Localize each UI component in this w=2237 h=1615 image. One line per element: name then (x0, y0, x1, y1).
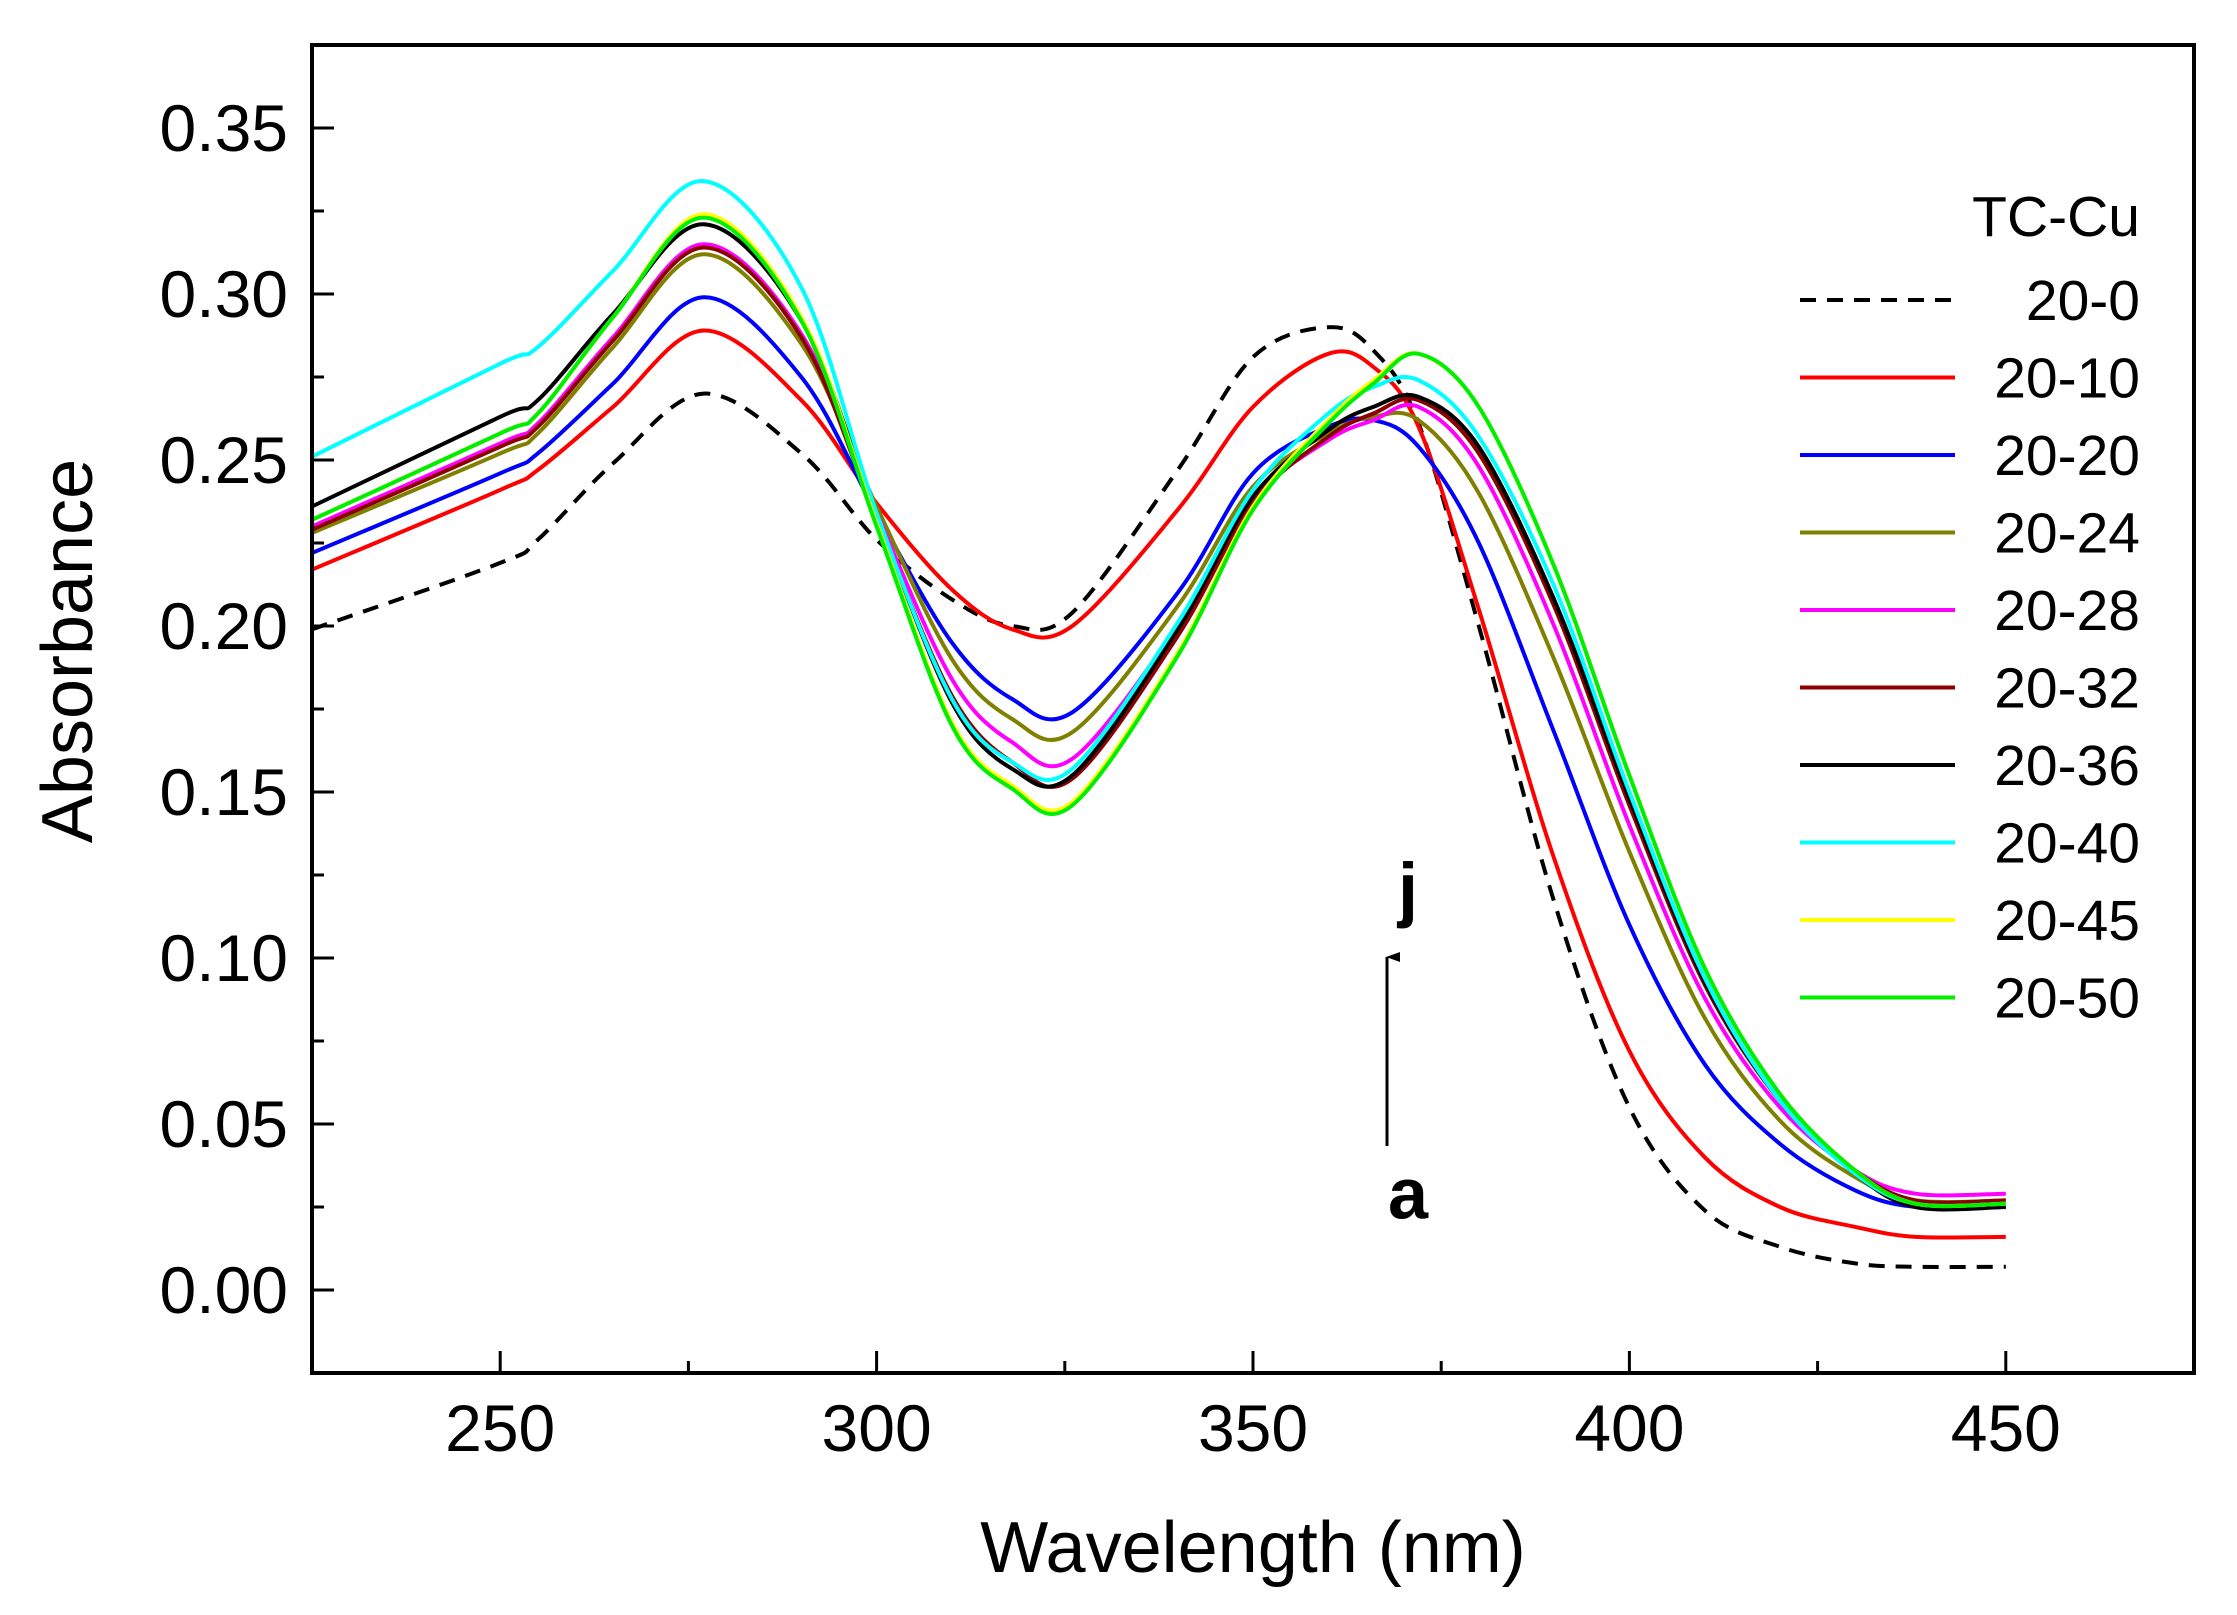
legend-label-20-20: 20-20 (1994, 424, 2140, 488)
y-tick-label: 0.15 (160, 755, 288, 829)
legend-label-20-36: 20-36 (1994, 734, 2140, 798)
series-line-20-24 (311, 252, 2006, 1205)
series-line-20-10 (311, 328, 2006, 1240)
legend: TC-Cu 20-0 20-10 20-20 20-24 20-28 20-32 20-36… (1800, 185, 2140, 1031)
x-tick-label: 350 (1198, 1391, 1308, 1465)
x-tick-label: 250 (445, 1391, 555, 1465)
x-axis-title: Wavelength (nm) (980, 1508, 1526, 1588)
legend-label-20-45: 20-45 (1994, 889, 2140, 953)
series-line-20-20 (311, 295, 2006, 1211)
y-axis-title: Absorbance (28, 459, 108, 843)
legend-label-20-0: 20-0 (2026, 269, 2140, 333)
annotation-layer: ja (1385, 849, 1429, 1235)
legend-label-20-10: 20-10 (1994, 347, 2140, 411)
x-tick-label: 400 (1574, 1391, 1684, 1465)
y-tick-label: 0.35 (160, 91, 288, 165)
x-tick-label: 450 (1951, 1391, 2061, 1465)
y-tick-label: 0.30 (160, 257, 288, 331)
legend-label-20-50: 20-50 (1994, 967, 2140, 1031)
y-tick-label: 0.00 (160, 1253, 288, 1327)
y-tick-label: 0.20 (160, 589, 288, 663)
series-line-20-40 (311, 179, 2006, 1208)
legend-label-20-24: 20-24 (1994, 502, 2140, 566)
y-tick-label: 0.05 (160, 1087, 288, 1161)
series-line-20-50 (311, 215, 2006, 1209)
legend-label-20-28: 20-28 (1994, 579, 2140, 643)
annotation-a: a (1388, 1155, 1429, 1235)
series-layer (311, 179, 2006, 1270)
annotation-j: j (1396, 849, 1418, 929)
ticks-layer: 250 300 350 400 450 0.00 0.05 0.10 0.15 0.20 0.25 0… (160, 43, 2061, 1465)
legend-title: TC-Cu (1972, 185, 2140, 249)
y-tick-label: 0.25 (160, 423, 288, 497)
x-tick-label: 300 (822, 1391, 932, 1465)
plot-frame (310, 43, 2196, 1375)
legend-label-20-40: 20-40 (1994, 812, 2140, 876)
series-line-20-0 (311, 325, 2006, 1270)
legend-label-20-32: 20-32 (1994, 657, 2140, 721)
y-tick-label: 0.10 (160, 921, 288, 995)
